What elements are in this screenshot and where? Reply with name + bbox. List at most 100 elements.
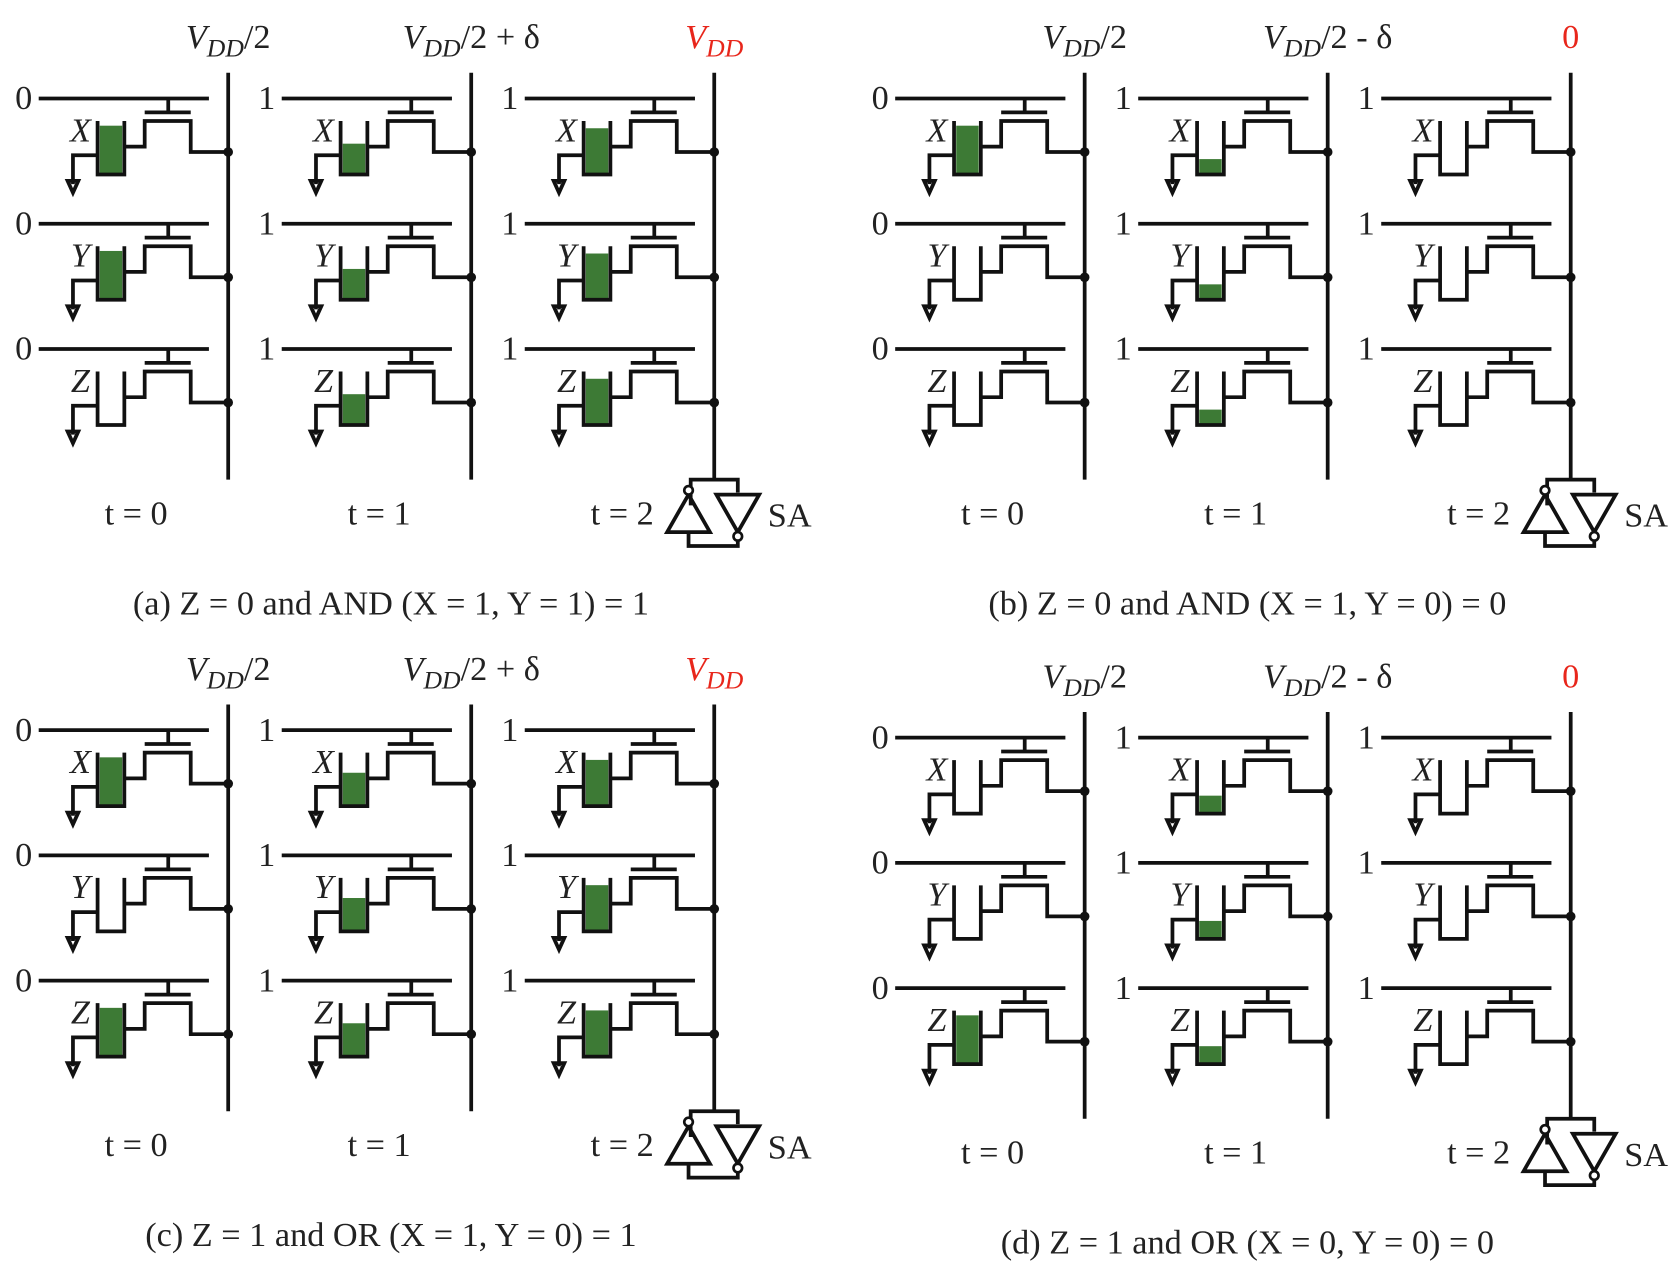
transistor xyxy=(980,119,1085,154)
sa-label: SA xyxy=(768,1128,812,1166)
voltage-symbol: V xyxy=(403,650,428,688)
sa-wire xyxy=(686,532,740,548)
voltage-subscript: DD xyxy=(1283,34,1322,63)
wordline-value: 1 xyxy=(1115,844,1132,882)
charge xyxy=(99,1007,123,1057)
ground-lead xyxy=(557,403,584,435)
arrow-head xyxy=(1407,818,1424,837)
ground-lead xyxy=(1413,917,1441,949)
charge xyxy=(342,143,366,175)
ground-lead xyxy=(557,278,584,310)
time-label: t = 2 xyxy=(1447,1134,1510,1172)
voltage-suffix: /2 xyxy=(1100,18,1127,56)
ground-lead xyxy=(1413,1043,1441,1074)
charge xyxy=(956,125,979,175)
ground-lead xyxy=(314,910,341,942)
column-header: VDD xyxy=(685,650,743,695)
cell-name: X xyxy=(1411,750,1436,788)
charge xyxy=(342,772,366,807)
wordline-value: 1 xyxy=(1115,718,1132,756)
voltage-symbol: V xyxy=(403,18,428,56)
wordline-value: 1 xyxy=(1358,844,1375,882)
sa-wire xyxy=(1543,532,1597,548)
cell xyxy=(952,1010,983,1067)
ground-lead xyxy=(557,785,584,816)
charge xyxy=(342,394,366,426)
cell xyxy=(1438,371,1469,427)
arrow-head xyxy=(64,179,82,198)
charge xyxy=(342,1023,366,1057)
arrow-head xyxy=(1164,1068,1181,1087)
cell xyxy=(95,752,127,809)
cell xyxy=(1195,760,1226,816)
caption: (a) Z = 0 and AND (X = 1, Y = 1) = 1 xyxy=(133,585,649,623)
transistor xyxy=(610,119,715,154)
transistor xyxy=(1466,119,1571,154)
ground-lead xyxy=(71,278,98,310)
cell-name: Z xyxy=(1413,1001,1433,1039)
sa-wire xyxy=(686,1163,740,1180)
cell xyxy=(1438,1010,1469,1067)
transistor xyxy=(1223,369,1328,405)
arrow-head xyxy=(64,304,82,323)
wordline-value: 1 xyxy=(258,961,275,999)
arrow-head xyxy=(550,935,568,955)
cell-name: Z xyxy=(1413,362,1433,400)
transistor xyxy=(610,876,715,911)
voltage-suffix: /2 - δ xyxy=(1321,18,1392,56)
inverter xyxy=(713,1124,763,1168)
column-header: VDD/2 - δ xyxy=(1263,18,1392,63)
cell-name: X xyxy=(311,743,336,781)
arrow-head xyxy=(1407,1068,1424,1087)
ground-lead xyxy=(314,403,341,435)
ground-lead xyxy=(927,792,955,824)
cell xyxy=(95,120,127,177)
junction xyxy=(1322,786,1333,796)
cell-name: Y xyxy=(927,876,950,914)
junction xyxy=(466,147,477,157)
cell xyxy=(581,371,613,427)
cell xyxy=(95,1003,127,1059)
wordline-value: 1 xyxy=(1115,969,1132,1007)
charge xyxy=(585,1010,609,1057)
transistor xyxy=(610,244,715,280)
arrow-head xyxy=(307,1061,325,1080)
cell xyxy=(952,120,983,177)
caption: (d) Z = 1 and OR (X = 0, Y = 0) = 0 xyxy=(1001,1224,1494,1262)
voltage-subscript: DD xyxy=(423,665,462,694)
voltage-suffix: /2 xyxy=(244,650,271,688)
arrow-head xyxy=(307,179,325,198)
inverter xyxy=(1520,490,1570,534)
ground-lead xyxy=(314,1035,341,1067)
transistor xyxy=(610,1001,715,1037)
ground-lead xyxy=(557,1035,584,1067)
ground-lead xyxy=(314,785,341,816)
wordline-value: 1 xyxy=(1358,204,1375,242)
voltage-symbol: V xyxy=(685,650,710,688)
cell-name: Y xyxy=(927,237,950,275)
transistor xyxy=(1466,244,1571,280)
arrow-head xyxy=(550,179,568,198)
junction xyxy=(466,904,477,914)
cell-name: Z xyxy=(314,993,334,1031)
junction xyxy=(223,147,234,157)
charge xyxy=(1199,409,1222,426)
ground-lead xyxy=(314,153,341,185)
transistor xyxy=(124,1001,229,1037)
transistor xyxy=(1466,369,1571,405)
cell xyxy=(952,885,983,941)
cell xyxy=(95,371,127,427)
voltage-subscript: DD xyxy=(206,34,245,63)
arrow-head xyxy=(550,429,568,448)
cell xyxy=(1438,120,1469,177)
arrow-head xyxy=(307,935,325,955)
transistor xyxy=(1466,883,1571,919)
cell xyxy=(581,752,613,809)
voltage-subscript: DD xyxy=(1062,34,1101,63)
cell xyxy=(1195,371,1226,427)
junction xyxy=(1079,1036,1090,1047)
time-label: t = 2 xyxy=(1447,495,1510,533)
time-label: t = 0 xyxy=(105,495,168,533)
arrow-head xyxy=(64,1061,82,1080)
